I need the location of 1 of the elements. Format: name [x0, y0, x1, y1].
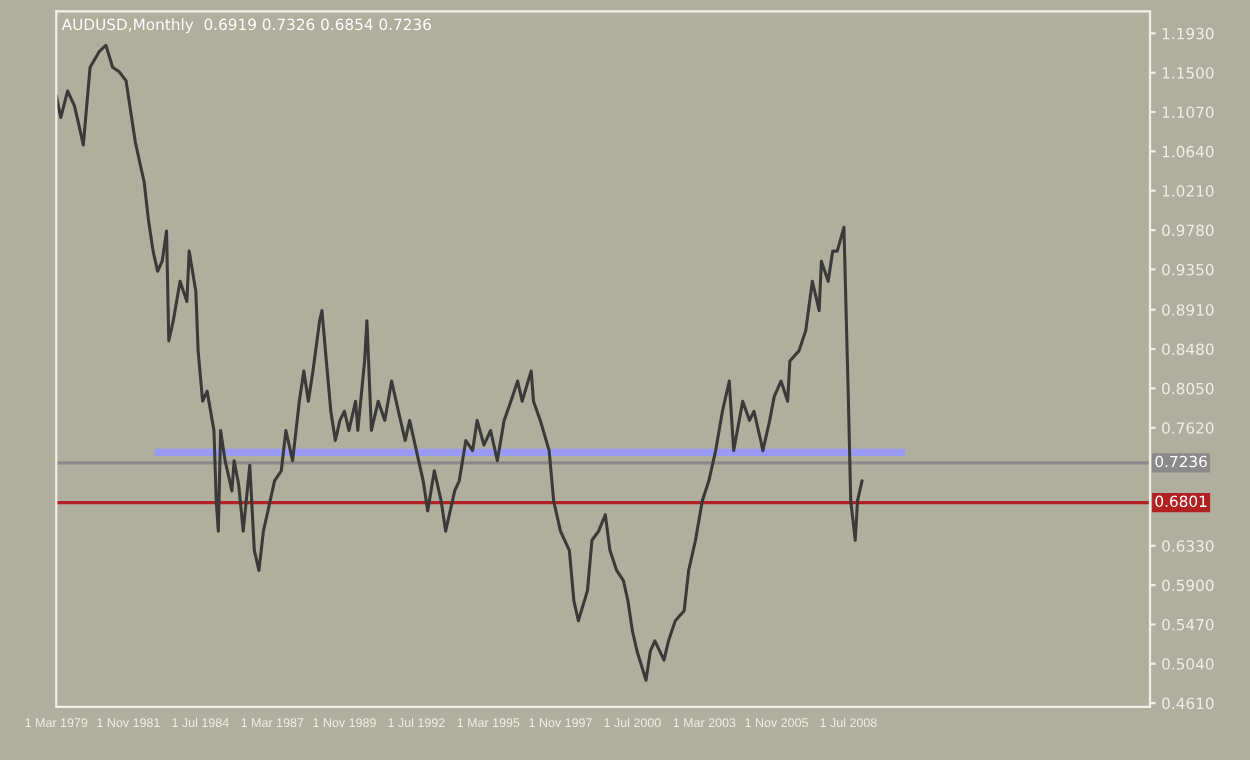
line-series [56, 43, 864, 682]
